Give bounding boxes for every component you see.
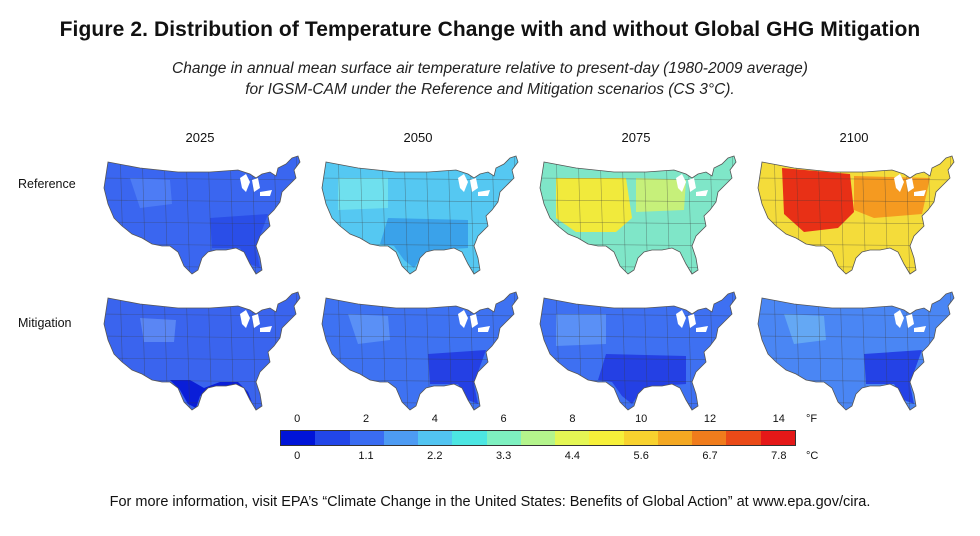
us-map-mitigation-2050 [318, 284, 524, 420]
celsius-unit: °C [806, 450, 819, 462]
celsius-tick-1: 1.1 [358, 450, 374, 462]
great-lakes [894, 174, 926, 196]
map-fill-secondary [854, 176, 930, 218]
map-fill-hotspot [598, 354, 686, 404]
us-outline [757, 155, 955, 275]
year-label-2100: 2100 [839, 130, 869, 145]
celsius-tick-5: 5.6 [633, 450, 649, 462]
color-bin-12 [692, 431, 727, 445]
fahrenheit-tick-5: 10 [635, 413, 648, 425]
us-outline [321, 291, 519, 411]
celsius-tick-2: 2.2 [427, 450, 443, 462]
color-bin-11 [657, 431, 693, 445]
footer-note: For more information, visit EPA’s “Clima… [109, 494, 871, 510]
great-lakes [458, 310, 490, 332]
map-fill-hotspot [380, 218, 468, 268]
map-fill-base [322, 292, 518, 410]
fahrenheit-tick-3: 6 [500, 413, 507, 425]
color-bin-0 [281, 431, 316, 445]
figure-title: Figure 2. Distribution of Temperature Ch… [59, 18, 921, 41]
us-outline [539, 291, 737, 411]
great-lakes [240, 174, 272, 196]
year-label-2025: 2025 [185, 130, 215, 145]
great-lakes [676, 310, 708, 332]
us-outline [321, 155, 519, 275]
great-lakes [458, 174, 490, 196]
fahrenheit-tick-4: 8 [569, 413, 576, 425]
us-map-reference-2075 [536, 148, 742, 284]
map-fill-base [322, 156, 518, 274]
celsius-tick-0: 0 [294, 450, 301, 462]
color-scale-bar [280, 430, 796, 446]
map-fill-hotspot [556, 178, 632, 232]
us-map-mitigation-2025 [100, 284, 306, 420]
great-lakes [240, 310, 272, 332]
map-fill-base [540, 292, 736, 410]
color-bin-6 [486, 431, 521, 445]
color-bin-5 [452, 431, 487, 445]
map-fill-base [104, 292, 300, 410]
map-fill-base [758, 292, 954, 410]
celsius-tick-7: 7.8 [771, 450, 787, 462]
color-bin-4 [418, 431, 453, 445]
us-map-reference-2100 [754, 148, 960, 284]
map-fill-hotspot [782, 168, 854, 232]
color-bin-2 [349, 431, 384, 445]
map-fill-secondary [636, 178, 686, 212]
map-fill-secondary [130, 178, 172, 208]
map-fill-secondary [140, 318, 176, 342]
row-label-mitigation: Mitigation [18, 316, 72, 330]
us-map-reference-2025 [100, 148, 306, 284]
fahrenheit-unit: °F [806, 413, 818, 425]
color-bin-10 [623, 431, 658, 445]
fahrenheit-tick-7: 14 [772, 413, 785, 425]
us-map-mitigation-2100 [754, 284, 960, 420]
map-fill-base [104, 156, 300, 274]
color-bin-3 [383, 431, 419, 445]
fahrenheit-tick-2: 4 [431, 413, 438, 425]
celsius-tick-6: 6.7 [702, 450, 718, 462]
us-map-mitigation-2075 [536, 284, 742, 420]
year-label-2075: 2075 [621, 130, 651, 145]
row-label-reference: Reference [18, 177, 76, 191]
us-outline [103, 291, 301, 411]
subtitle-line-1: Change in annual mean surface air temper… [172, 60, 808, 77]
color-bin-14 [760, 431, 795, 445]
celsius-tick-3: 3.3 [495, 450, 512, 462]
us-outline [757, 291, 955, 411]
great-lakes [676, 174, 708, 196]
color-bin-13 [726, 431, 761, 445]
subtitle-line-2: for IGSM-CAM under the Reference and Mit… [245, 81, 735, 98]
fahrenheit-tick-6: 12 [703, 413, 717, 425]
color-bin-9 [589, 431, 624, 445]
map-fill-secondary [338, 178, 388, 210]
map-fill-secondary [556, 314, 606, 346]
great-lakes [894, 310, 926, 332]
map-fill-hotspot [210, 214, 268, 268]
color-bin-1 [315, 431, 350, 445]
year-label-2050: 2050 [403, 130, 433, 145]
map-fill-secondary [784, 314, 826, 344]
celsius-tick-4: 4.4 [564, 450, 581, 462]
map-fill-hotspot [864, 350, 922, 404]
us-outline [103, 155, 301, 275]
us-outline [539, 155, 737, 275]
color-bin-7 [520, 431, 556, 445]
map-fill-secondary [348, 314, 390, 344]
us-map-reference-2050 [318, 148, 524, 284]
color-bin-8 [555, 431, 590, 445]
fahrenheit-tick-1: 2 [362, 413, 370, 425]
fahrenheit-tick-0: 0 [294, 413, 301, 425]
map-fill-hotspot [428, 350, 486, 404]
